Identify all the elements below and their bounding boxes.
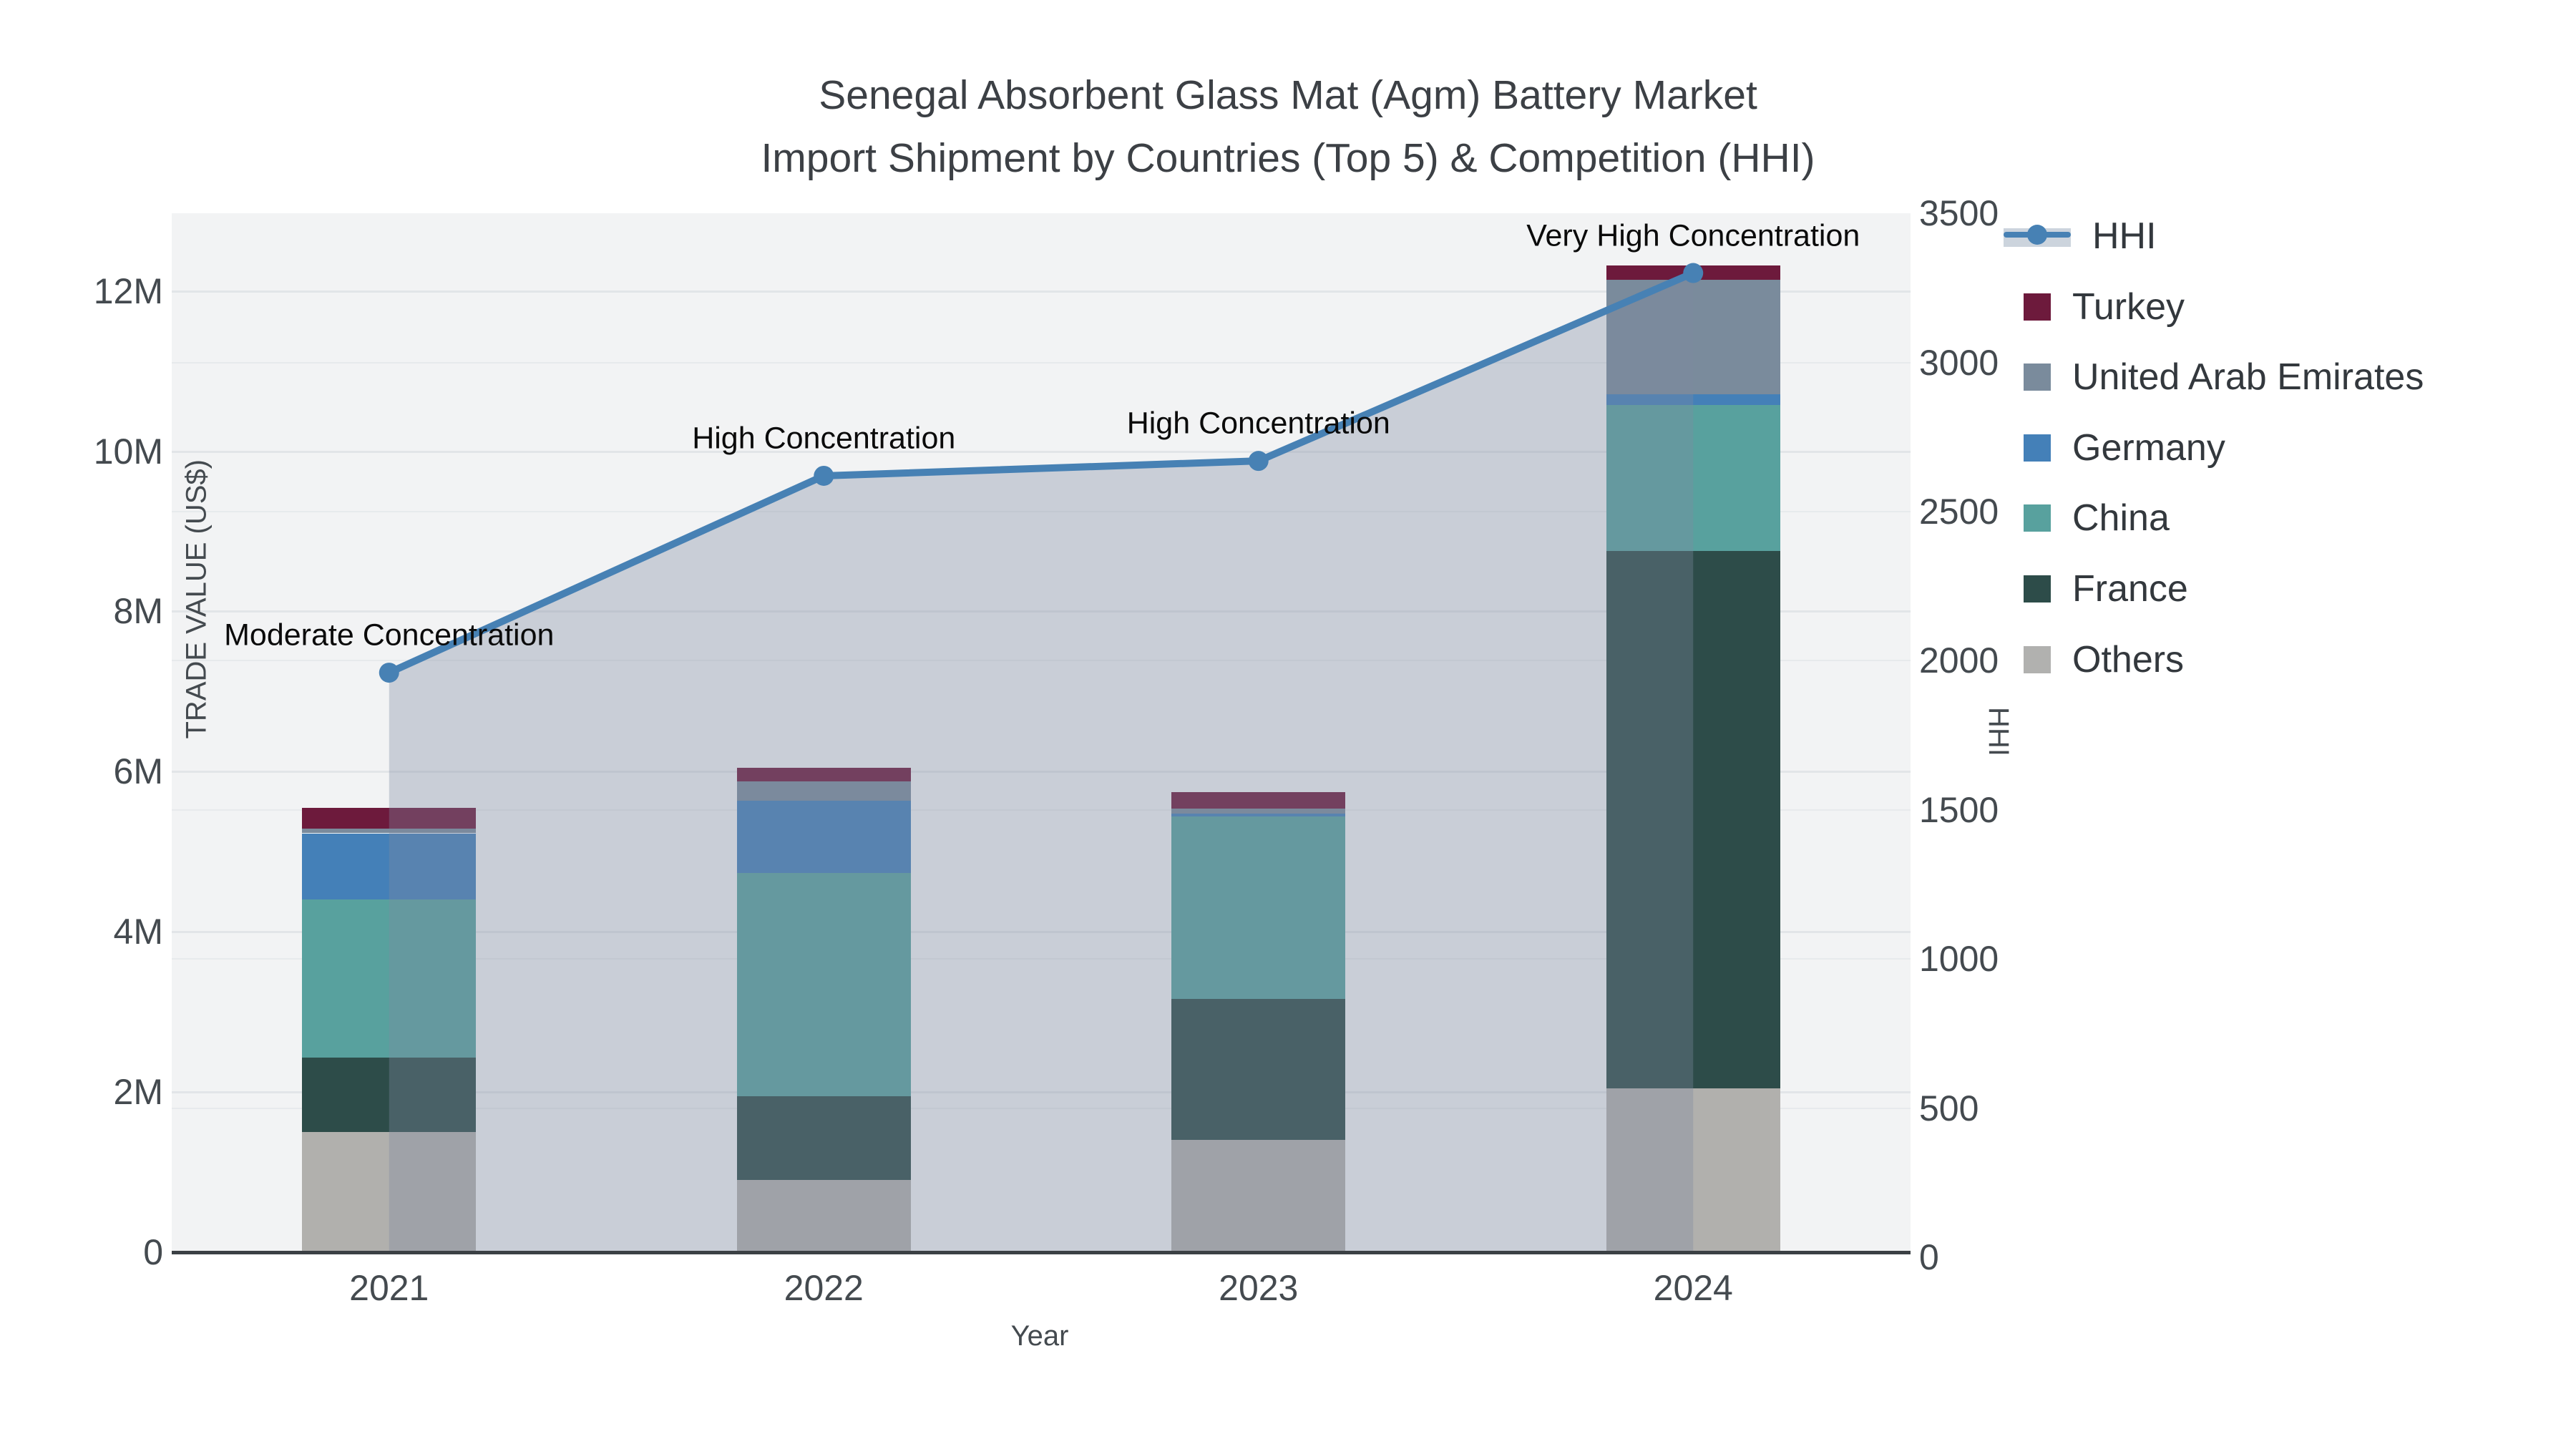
- legend-symbol-hhi-line: [2004, 222, 2071, 250]
- bar-segment-france-2022[interactable]: [736, 1096, 911, 1181]
- gridline-y-10M: [172, 450, 1911, 453]
- gridline-y-12M: [172, 290, 1911, 293]
- annotation-2023: High Concentration: [1126, 406, 1390, 441]
- legend-label-china: China: [2072, 497, 2170, 540]
- x-tick-label-2024: 2024: [1653, 1268, 1733, 1308]
- legend-label-others: Others: [2072, 638, 2185, 680]
- y-tick-label-6M: 6M: [113, 751, 163, 792]
- y2-tick-label-1000: 1000: [1919, 939, 1999, 980]
- x-tick-label-2022: 2022: [784, 1268, 864, 1308]
- bar-segment-germany-2023[interactable]: [1171, 813, 1346, 816]
- y-tick-label-0: 0: [143, 1232, 163, 1272]
- hhi-line[interactable]: [385, 269, 1697, 677]
- legend-swatch-france: [2024, 575, 2051, 602]
- y2-tick-label-2000: 2000: [1919, 640, 1999, 681]
- legend-item-hhi[interactable]: HHI: [2004, 215, 2157, 258]
- legend-label-france: France: [2072, 568, 2188, 610]
- y2-axis-title: HHI: [1982, 707, 2014, 756]
- x-tick-label-2023: 2023: [1219, 1268, 1299, 1308]
- bar-segment-others-2023[interactable]: [1171, 1140, 1346, 1252]
- bar-segment-france-2024[interactable]: [1606, 551, 1780, 1088]
- y-tick-label-12M: 12M: [93, 270, 163, 311]
- gridline-y2-2500: [172, 511, 1911, 512]
- y-tick-label-2M: 2M: [113, 1072, 163, 1113]
- gridline-y2-1000: [172, 958, 1911, 960]
- bar-segment-united-arab-emirates-2023[interactable]: [1171, 808, 1346, 814]
- legend-label-united-arab-emirates: United Arab Emirates: [2072, 356, 2424, 399]
- bar-segment-turkey-2023[interactable]: [1171, 792, 1346, 809]
- y2-tick-label-2500: 2500: [1919, 492, 1999, 532]
- legend-label-turkey: Turkey: [2072, 286, 2185, 328]
- legend-item-china[interactable]: China: [2004, 497, 2170, 540]
- gridline-y2-500: [172, 1107, 1911, 1109]
- y2-tick-label-1500: 1500: [1919, 789, 1999, 830]
- bar-segment-china-2022[interactable]: [736, 873, 911, 1096]
- annotation-2024: Very High Concentration: [1526, 218, 1860, 253]
- y2-tick-label-500: 500: [1919, 1088, 1979, 1128]
- bar-segment-china-2021[interactable]: [302, 899, 477, 1058]
- legend-item-germany[interactable]: Germany: [2004, 426, 2225, 469]
- chart-title-line1: Senegal Absorbent Glass Mat (Agm) Batter…: [819, 72, 1757, 118]
- hhi-marker-2024[interactable]: [1683, 263, 1704, 283]
- bar-segment-united-arab-emirates-2022[interactable]: [736, 781, 911, 801]
- y-tick-label-8M: 8M: [113, 591, 163, 632]
- hhi-area: [389, 273, 1694, 1252]
- bar-segment-france-2021[interactable]: [302, 1057, 477, 1133]
- bar-segment-germany-2024[interactable]: [1606, 394, 1780, 405]
- legend-label-hhi: HHI: [2092, 215, 2157, 257]
- x-axis-line: [172, 1251, 1911, 1254]
- bar-segment-france-2023[interactable]: [1171, 999, 1346, 1141]
- bar-segment-turkey-2021[interactable]: [302, 807, 477, 829]
- x-tick-label-2021: 2021: [349, 1268, 429, 1308]
- bar-segment-china-2023[interactable]: [1171, 816, 1346, 1000]
- chart-title-line2: Import Shipment by Countries (Top 5) & C…: [761, 135, 1815, 181]
- legend-swatch-others: [2024, 645, 2051, 673]
- bar-segment-united-arab-emirates-2021[interactable]: [302, 828, 477, 834]
- gridline-y2-3000: [172, 361, 1911, 364]
- bar-segment-germany-2022[interactable]: [736, 800, 911, 874]
- bar-segment-others-2022[interactable]: [736, 1180, 911, 1252]
- y2-tick-label-0: 0: [1919, 1237, 1939, 1277]
- bar-segment-china-2024[interactable]: [1606, 404, 1780, 552]
- gridline-y2-2000: [172, 660, 1911, 662]
- legend-swatch-china: [2024, 504, 2051, 532]
- legend-label-germany: Germany: [2072, 426, 2225, 469]
- gridline-y-8M: [172, 610, 1911, 613]
- annotation-2021: Moderate Concentration: [224, 618, 555, 653]
- y2-tick-label-3000: 3000: [1919, 342, 1999, 383]
- legend-swatch-germany: [2024, 434, 2051, 462]
- legend-item-united-arab-emirates[interactable]: United Arab Emirates: [2004, 356, 2424, 399]
- gridline-y-6M: [172, 771, 1911, 774]
- legend-item-france[interactable]: France: [2004, 567, 2188, 610]
- x-axis-title: Year: [1010, 1320, 1069, 1352]
- hhi-marker-2022[interactable]: [814, 465, 834, 486]
- legend-item-others[interactable]: Others: [2004, 638, 2184, 681]
- bar-segment-others-2024[interactable]: [1606, 1088, 1780, 1252]
- bar-segment-turkey-2022[interactable]: [736, 767, 911, 781]
- gridline-y2-1500: [172, 809, 1911, 811]
- y2-tick-label-3500: 3500: [1919, 193, 1999, 234]
- legend-swatch-turkey: [2024, 293, 2051, 321]
- y-tick-label-10M: 10M: [93, 431, 163, 472]
- y-tick-label-4M: 4M: [113, 912, 163, 952]
- annotation-2022: High Concentration: [692, 421, 956, 456]
- hhi-marker-2023[interactable]: [1248, 451, 1269, 472]
- y-axis-title: TRADE VALUE (US$): [180, 459, 213, 739]
- hhi-marker-2021[interactable]: [379, 663, 399, 683]
- legend-swatch-united-arab-emirates: [2024, 364, 2051, 391]
- bar-segment-others-2021[interactable]: [302, 1132, 477, 1252]
- legend-item-turkey[interactable]: Turkey: [2004, 286, 2185, 328]
- gridline-y-2M: [172, 1091, 1911, 1094]
- bar-segment-germany-2021[interactable]: [302, 833, 477, 900]
- gridline-y-4M: [172, 931, 1911, 934]
